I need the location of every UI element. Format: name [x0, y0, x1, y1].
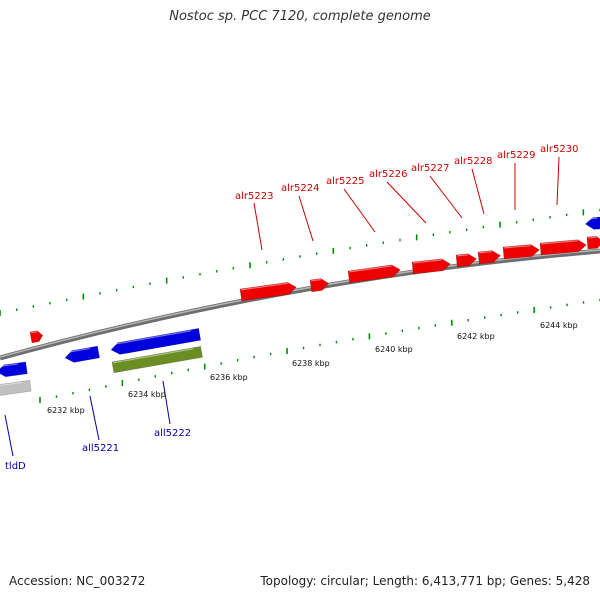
scale-label-6240: 6240 kbp: [375, 345, 413, 354]
scale-label-6234: 6234 kbp: [128, 390, 166, 399]
gene-label-alr5229: alr5229: [497, 150, 535, 161]
scale-label-6244: 6244 kbp: [540, 321, 578, 330]
scale-label-6236: 6236 kbp: [210, 373, 248, 382]
leader-alr5223: [253, 202, 263, 251]
gene-features: [0, 216, 600, 397]
gene-alr5227: [455, 253, 478, 268]
backbone-line: [0, 248, 600, 361]
scale-label-6242: 6242 kbp: [457, 332, 495, 341]
label-leaders: [4, 156, 560, 457]
gene-label-alr5228: alr5228: [454, 156, 492, 167]
leader-alr5225: [343, 188, 376, 233]
gene-small-left: [29, 330, 44, 344]
tick-marks: [0, 208, 600, 403]
gene-label-tldD: tldD: [5, 461, 26, 472]
feature-olive: [111, 346, 203, 374]
backbone-highlight: [0, 249, 600, 358]
gene-edge-right-blue: [584, 216, 600, 230]
leader-alr5226: [386, 181, 427, 224]
gene-label-alr5230: alr5230: [540, 144, 578, 155]
gene-edge-right: [586, 236, 600, 250]
gene-alr5223: [239, 282, 297, 302]
gene-label-all5222: all5222: [154, 428, 191, 439]
scale-label-6238: 6238 kbp: [292, 359, 330, 368]
gene-alr5224: [309, 278, 330, 293]
gene-all5221: [64, 345, 100, 363]
accession-text: Accession: NC_003272: [9, 574, 146, 588]
gene-label-alr5226: alr5226: [369, 169, 407, 180]
genome-summary-text: Topology: circular; Length: 6,413,771 bp…: [260, 574, 590, 588]
gene-alr5225: [347, 264, 401, 284]
leader-alr5224: [298, 195, 314, 242]
leader-all5221: [89, 395, 100, 441]
leader-alr5230: [556, 156, 560, 206]
gene-alr5226: [411, 258, 451, 275]
gene-tldD: [0, 361, 28, 378]
gene-label-all5221: all5221: [82, 443, 119, 454]
gene-label-alr5224: alr5224: [281, 183, 319, 194]
map-title: Nostoc sp. PCC 7120, complete genome: [169, 9, 431, 24]
gene-all5222: [110, 328, 202, 355]
feature-grey: [0, 379, 32, 397]
gene-label-alr5227: alr5227: [411, 163, 449, 174]
scale-label-6232: 6232 kbp: [47, 406, 85, 415]
leader-alr5228: [471, 168, 485, 215]
gene-label-alr5223: alr5223: [235, 191, 273, 202]
leader-tldD: [4, 414, 14, 457]
leader-all5222: [162, 380, 171, 425]
genome-backbone: [0, 248, 600, 361]
gene-alr5229: [502, 244, 540, 260]
gene-label-alr5225: alr5225: [326, 176, 364, 187]
leader-alr5227: [429, 175, 463, 219]
gene-alr5230: [539, 239, 587, 256]
gene-alr5228: [477, 250, 502, 265]
